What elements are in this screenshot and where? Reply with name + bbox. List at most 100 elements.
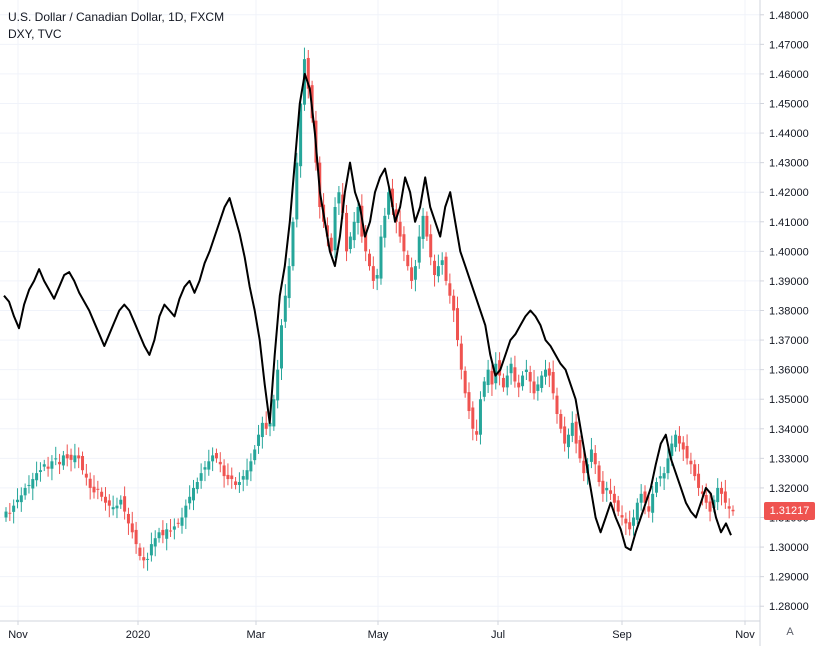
candle-body (628, 522, 632, 530)
candle-body (643, 491, 647, 503)
candle-body (536, 384, 540, 391)
legend-compare-symbol[interactable]: DXY, TVC (8, 27, 62, 41)
candle-body (184, 505, 188, 518)
candle-body (4, 511, 8, 518)
candle-body (723, 491, 727, 503)
candle-body (605, 487, 609, 491)
time-tick-label: Nov (735, 629, 755, 641)
candle-body (65, 454, 69, 459)
candle-body (704, 495, 708, 503)
candle-body (417, 236, 421, 263)
candle-body (88, 478, 92, 488)
candle-body (486, 369, 490, 386)
candle-body (241, 476, 245, 480)
candle-body (180, 517, 184, 526)
dxy-compare-line (3, 72, 732, 551)
candle-body (214, 453, 218, 459)
price-tick-label: 1.34000 (769, 424, 809, 436)
candle-body (299, 103, 303, 167)
candle-body (551, 372, 555, 394)
candle-body (291, 221, 295, 267)
chart-grid (0, 0, 760, 621)
candle-body (444, 256, 448, 281)
candle-body (471, 407, 475, 429)
candle-body (685, 445, 689, 459)
candle-body (23, 487, 27, 496)
candle-body (211, 455, 215, 462)
candle-body (593, 453, 597, 465)
candle-body (157, 532, 161, 539)
time-tick-label: Nov (8, 629, 28, 641)
candle-body (433, 260, 437, 276)
price-tick-label: 1.42000 (769, 187, 809, 199)
candle-body (84, 473, 88, 478)
price-axis[interactable]: 1.48000 1.47000 1.46000 1.45000 1.44000 1.430… (760, 10, 809, 613)
candle-body (161, 529, 165, 536)
candle-body (329, 237, 333, 252)
candle-body (35, 473, 39, 481)
candle-body (226, 474, 230, 480)
candle-body (207, 461, 211, 470)
candle-body (149, 544, 153, 556)
candle-body (81, 455, 85, 471)
candle-body (73, 455, 77, 463)
candle-body (654, 482, 658, 493)
candle-body (134, 529, 138, 545)
candle-body (632, 517, 636, 526)
candle-body (677, 435, 681, 444)
candle-body (153, 538, 157, 547)
candle-body (490, 370, 494, 385)
candle-body (276, 369, 280, 401)
candle-body (410, 267, 414, 281)
candle-body (111, 507, 115, 510)
candle-body (693, 464, 697, 477)
price-tick-label: 1.33000 (769, 453, 809, 465)
candle-body (589, 449, 593, 462)
price-tick-label: 1.28000 (769, 601, 809, 613)
time-tick-label: Mar (247, 629, 266, 641)
candle-body (356, 207, 360, 223)
candle-body (61, 455, 65, 466)
candle-body (620, 515, 624, 518)
candle-body (77, 455, 81, 459)
candle-body (345, 212, 349, 252)
candle-body (440, 260, 444, 265)
candle-body (501, 377, 505, 388)
time-axis[interactable]: Nov 2020 Mar May Jul Sep Nov (8, 621, 755, 641)
candle-body (8, 512, 12, 514)
candle-body (100, 491, 104, 497)
candle-body (521, 375, 525, 387)
price-tick-label: 1.47000 (769, 39, 809, 51)
price-tick-label: 1.29000 (769, 572, 809, 584)
candle-body (371, 266, 375, 281)
candle-body (635, 502, 639, 520)
candle-body (413, 266, 417, 280)
candle-body (337, 192, 341, 204)
candle-body (498, 360, 502, 376)
candle-body (570, 422, 574, 436)
candle-body (658, 476, 662, 479)
candle-body (92, 486, 96, 493)
candle-body (720, 487, 724, 494)
price-tick-label: 1.40000 (769, 246, 809, 258)
price-tick-label: 1.43000 (769, 158, 809, 170)
price-tick-label: 1.46000 (769, 69, 809, 81)
candle-body (306, 57, 310, 89)
candle-body (716, 487, 720, 503)
candle-body (126, 513, 130, 524)
candle-body (264, 422, 268, 429)
legend-main-symbol[interactable]: U.S. Dollar / Canadian Dollar, 1D, FXCM (8, 10, 225, 24)
candle-body (544, 369, 548, 377)
time-tick-label: May (368, 629, 389, 641)
candle-body (582, 460, 586, 474)
candle-body (563, 426, 567, 444)
candle-body (662, 473, 666, 479)
price-tick-label: 1.45000 (769, 99, 809, 111)
candle-body (268, 422, 272, 427)
candle-body (681, 442, 685, 450)
auto-scale-button[interactable]: A (786, 626, 794, 638)
candle-body (283, 295, 287, 322)
candle-body (172, 526, 176, 530)
candle-body (260, 422, 264, 438)
